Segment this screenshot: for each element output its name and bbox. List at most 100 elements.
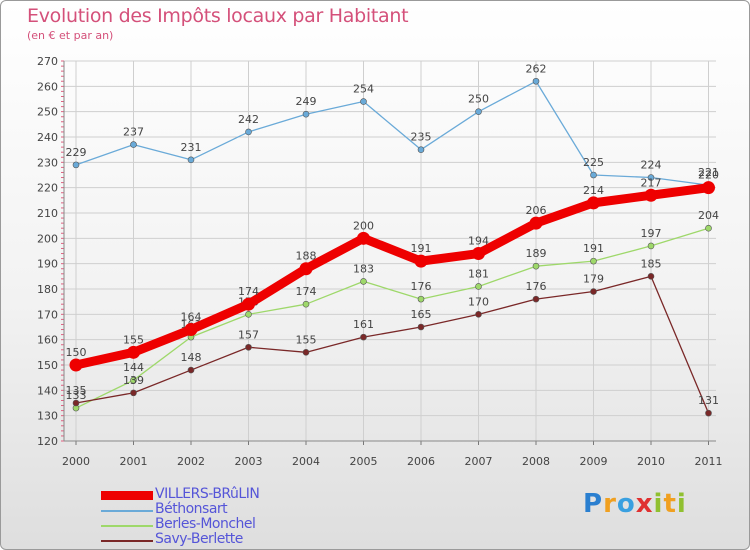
legend-swatch [101,491,153,500]
y-tick-label: 180 [37,283,58,296]
data-point [245,311,252,318]
x-tick-label: 2003 [235,455,263,468]
data-point [532,262,540,270]
x-tick-label: 2010 [637,455,665,468]
x-axis-ticks: 2000 2001 2002 2003 2004 2005 2006 2007 2008 2009… [62,455,723,468]
data-label: 174 [296,285,317,298]
x-tick-label: 2004 [292,455,320,468]
y-axis-ticks: 120 130 140 150 160 170 180 190 200 210 220 230 240 2… [37,55,58,448]
data-point [302,349,310,356]
data-point [587,196,600,210]
data-point [705,409,712,417]
data-label: 191 [583,242,604,255]
y-tick-label: 190 [37,258,58,271]
legend-label: Béthonsart [155,501,228,517]
chart-title: Evolution des Impôts locaux par Habitant [27,5,409,27]
data-label: 194 [468,235,489,248]
data-label: 229 [66,146,87,159]
data-label: 188 [296,250,317,263]
data-point [245,343,252,351]
data-point [127,345,140,359]
data-point [302,300,310,308]
data-point [72,399,80,407]
data-point [702,181,715,195]
y-tick-label: 120 [37,435,58,448]
y-tick-label: 140 [37,384,58,397]
data-point [647,242,655,250]
data-point [414,254,428,268]
data-label: 217 [641,176,662,189]
data-label: 139 [123,374,144,387]
data-point [590,288,597,295]
y-tick-label: 220 [37,182,58,195]
data-label: 262 [526,62,547,75]
data-label: 183 [353,262,374,275]
y-tick-label: 250 [37,106,58,119]
data-label: 170 [468,295,489,308]
data-label: 224 [641,159,662,172]
data-label: 225 [583,156,604,169]
x-tick-label: 2009 [580,455,608,468]
data-point [532,77,540,85]
data-point [475,283,482,290]
legend-swatch [101,509,153,512]
data-label: 254 [353,83,374,96]
data-point [242,297,255,311]
data-point [187,156,195,164]
y-tick-label: 200 [37,232,58,245]
legend-swatch [101,524,153,527]
x-tick-label: 2007 [465,455,493,468]
data-point [130,376,137,384]
data-point [360,333,367,341]
data-label: 204 [698,209,719,222]
data-point [417,323,425,331]
series-3: 135 139 148 157 155 161 165 170 176 179 185 131 [66,257,719,417]
data-label: 165 [411,308,432,321]
data-point [475,108,482,115]
data-point [302,110,310,118]
data-point [475,311,482,318]
series-0: 150 155 164 174 188 200 191 194 206 214 217 220 [66,169,719,372]
proxiti-logo: Proxiti [583,489,687,519]
y-tick-label: 130 [37,410,58,423]
data-label: 200 [353,219,374,232]
series-line [75,275,710,414]
data-label: 179 [583,273,604,286]
grid [64,60,716,442]
x-tick-label: 2011 [695,455,723,468]
series-line [71,183,713,370]
legend-label: VILLERS-BRûLIN [155,486,260,502]
data-point [357,231,370,245]
data-label: 144 [123,361,144,374]
data-point [705,224,712,232]
legend-label: Berles-Monchel [155,516,256,532]
x-tick-label: 2002 [177,455,205,468]
y-tick-label: 270 [37,55,58,68]
x-tick-label: 2001 [120,455,148,468]
data-point [417,146,425,153]
data-label: 135 [66,384,87,397]
data-label: 206 [526,204,547,217]
y-tick-label: 230 [37,156,58,169]
data-label: 231 [181,141,202,154]
x-tick-label: 2006 [407,455,435,468]
axes [61,60,716,445]
legend-swatch [101,539,153,542]
data-label: 174 [238,285,259,298]
y-tick-label: 210 [37,207,58,220]
x-tick-label: 2000 [62,455,90,468]
x-tick-label: 2008 [522,455,550,468]
data-label: 155 [123,333,144,346]
data-label: 157 [238,328,259,341]
data-label: 221 [698,166,719,179]
data-label: 176 [411,280,432,293]
data-label: 185 [641,257,662,270]
data-label: 214 [583,184,604,197]
y-tick-label: 240 [37,131,58,144]
data-label: 176 [526,280,547,293]
chart-subtitle: (en € et par an) [27,29,114,42]
data-label: 181 [468,267,489,280]
